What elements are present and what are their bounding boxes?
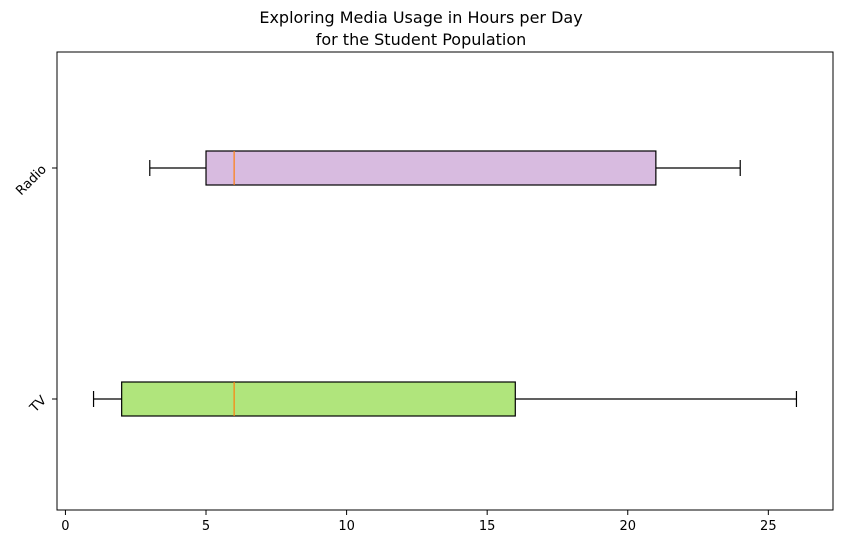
ytick-label-radio: Radio xyxy=(13,162,49,198)
xtick-label-5: 5 xyxy=(202,519,210,534)
radio-box xyxy=(205,150,657,186)
xtick-label-10: 10 xyxy=(338,519,355,534)
tv-box xyxy=(121,381,516,417)
xtick-label-15: 15 xyxy=(479,519,496,534)
xtick-label-20: 20 xyxy=(619,519,636,534)
xtick-label-0: 0 xyxy=(61,519,69,534)
ytick-label-tv: TV xyxy=(27,393,50,416)
chart-title-line-1: Exploring Media Usage in Hours per Day xyxy=(259,8,583,27)
chart-title-line-2: for the Student Population xyxy=(315,30,527,49)
xtick-label-25: 25 xyxy=(760,519,777,534)
plot-frame xyxy=(56,51,834,511)
